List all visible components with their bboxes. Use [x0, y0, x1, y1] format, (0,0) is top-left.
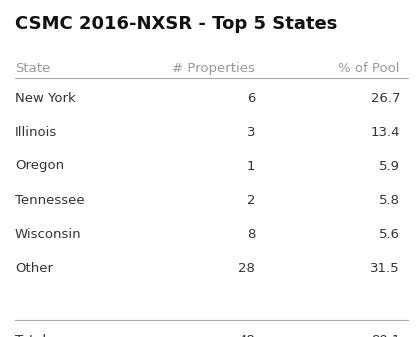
- Text: Oregon: Oregon: [15, 159, 64, 173]
- Text: Illinois: Illinois: [15, 125, 57, 139]
- Text: # Properties: # Properties: [172, 62, 255, 75]
- Text: 89.1: 89.1: [370, 334, 400, 337]
- Text: Tennessee: Tennessee: [15, 193, 84, 207]
- Text: 5.8: 5.8: [379, 193, 400, 207]
- Text: 5.9: 5.9: [379, 159, 400, 173]
- Text: New York: New York: [15, 92, 76, 104]
- Text: State: State: [15, 62, 50, 75]
- Text: Other: Other: [15, 262, 53, 275]
- Text: 48: 48: [238, 334, 255, 337]
- Text: 28: 28: [238, 262, 255, 275]
- Text: 13.4: 13.4: [370, 125, 400, 139]
- Text: 31.5: 31.5: [370, 262, 400, 275]
- Text: CSMC 2016-NXSR - Top 5 States: CSMC 2016-NXSR - Top 5 States: [15, 15, 337, 33]
- Text: 6: 6: [247, 92, 255, 104]
- Text: 3: 3: [247, 125, 255, 139]
- Text: % of Pool: % of Pool: [339, 62, 400, 75]
- Text: 5.6: 5.6: [379, 227, 400, 241]
- Text: 2: 2: [247, 193, 255, 207]
- Text: 26.7: 26.7: [370, 92, 400, 104]
- Text: Wisconsin: Wisconsin: [15, 227, 81, 241]
- Text: 1: 1: [247, 159, 255, 173]
- Text: 8: 8: [247, 227, 255, 241]
- Text: Total: Total: [15, 334, 46, 337]
